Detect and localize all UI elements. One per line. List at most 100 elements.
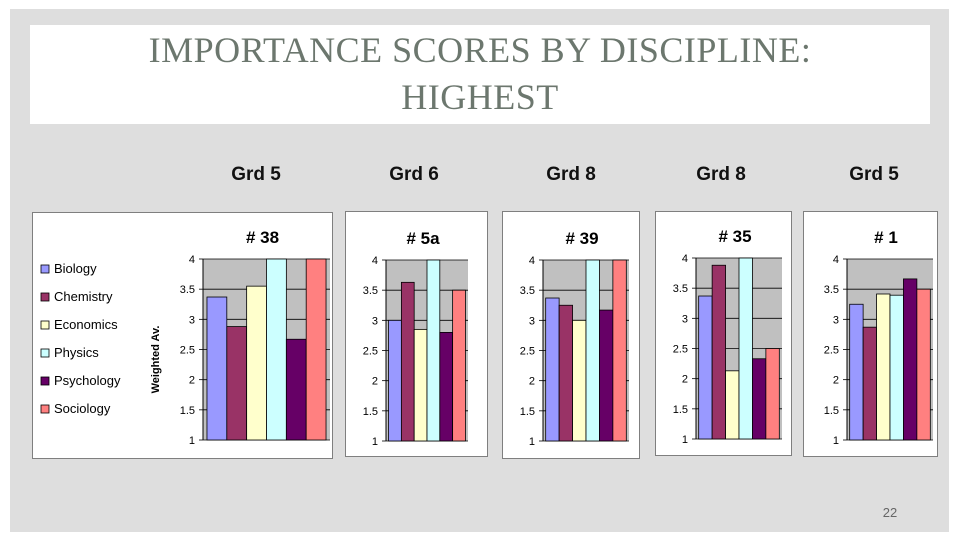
y-tick-label: 3.5: [363, 285, 378, 297]
y-tick-label: 3.5: [520, 285, 535, 297]
y-tick-label: 1: [189, 435, 195, 447]
legend-swatch-biology: [40, 264, 50, 274]
bar-biology: [388, 319, 402, 442]
bar-economics: [876, 293, 891, 441]
y-tick-label: 3: [529, 315, 535, 327]
y-tick-label: 2.5: [520, 346, 535, 358]
y-tick-label: 3: [372, 315, 378, 327]
y-tick-label: 3.5: [180, 284, 195, 296]
bar-chemistry: [711, 264, 726, 440]
grade-label-1: Grd 5: [231, 164, 281, 185]
chart-svg: 1 1.5 2 2.5 3 3.5 4 # 38 Weighted Av. Biology Chem…: [36, 228, 330, 447]
chart-title: # 1: [874, 228, 898, 247]
y-tick-label: 4: [189, 254, 195, 266]
bar-chemistry: [400, 281, 415, 442]
y-tick-label: 1: [833, 435, 839, 447]
bar-sociology: [305, 258, 327, 441]
chart-title: # 38: [246, 228, 279, 247]
legend-swatch-sociology: [40, 404, 50, 414]
y-tick-label: 2: [682, 374, 688, 386]
bar-biology: [545, 297, 560, 442]
bar-chemistry: [862, 326, 877, 441]
y-tick-label: 4: [529, 255, 535, 267]
chart-svg: 1 1.5 2 2.5 3 3.5 4 # 35: [673, 227, 782, 446]
chart-38: 1 1.5 2 2.5 3 3.5 4 # 38 Weighted Av. Biology Chem…: [32, 212, 333, 459]
legend-label-biology: Biology: [54, 261, 97, 276]
bar-biology: [849, 303, 864, 441]
bar-sociology: [452, 289, 466, 442]
bar-sociology: [916, 288, 931, 441]
grade-label-3: Grd 8: [546, 164, 596, 185]
bar-physics: [585, 259, 600, 442]
bar-psychology: [599, 309, 614, 442]
grade-label-4: Grd 8: [696, 164, 746, 185]
y-tick-label: 1.5: [180, 405, 195, 417]
legend-label-sociology: Sociology: [54, 401, 111, 416]
y-tick-label: 2: [372, 376, 378, 388]
grade-label-2: Grd 6: [389, 164, 439, 185]
y-tick-label: 2.5: [824, 345, 839, 357]
y-tick-label: 3.5: [673, 283, 688, 295]
y-tick-label: 4: [682, 253, 688, 265]
y-tick-label: 2.5: [180, 345, 195, 357]
bar-biology: [206, 296, 228, 441]
legend-swatch-economics: [40, 320, 50, 330]
legend: [36, 255, 142, 425]
y-tick-label: 3: [682, 313, 688, 325]
bar-economics: [572, 319, 587, 442]
y-tick-label: 2.5: [673, 344, 688, 356]
chart-5a: 1 1.5 2 2.5 3 3.5 4 # 5a: [345, 211, 488, 457]
y-tick-label: 1: [682, 434, 688, 446]
bar-physics: [426, 259, 441, 442]
y-tick-label: 2: [189, 375, 195, 387]
bar-economics: [725, 370, 740, 440]
legend-label-chemistry: Chemistry: [54, 289, 113, 304]
bar-psychology: [439, 332, 454, 442]
bar-psychology: [752, 358, 767, 440]
bar-chemistry: [558, 304, 573, 442]
y-tick-label: 2: [529, 376, 535, 388]
chart-1: 1 1.5 2 2.5 3 3.5 4 # 1: [803, 211, 938, 457]
legend-swatch-chemistry: [40, 292, 50, 302]
y-tick-label: 1.5: [824, 405, 839, 417]
bar-physics: [266, 258, 287, 441]
chart-title: # 39: [565, 229, 598, 248]
chart-svg: 1 1.5 2 2.5 3 3.5 4 # 1: [824, 228, 933, 447]
y-tick-label: 4: [833, 254, 839, 266]
y-tick-label: 1: [372, 436, 378, 448]
bar-psychology: [903, 278, 918, 441]
bar-chemistry: [226, 326, 248, 441]
title-line-2: Highest: [401, 77, 559, 117]
grade-label-5: Grd 5: [849, 164, 899, 185]
y-tick-label: 2: [833, 375, 839, 387]
chart-39: 1 1.5 2 2.5 3 3.5 4 # 39: [502, 211, 640, 459]
y-tick-label: 1.5: [520, 406, 535, 418]
bar-physics: [889, 294, 904, 441]
page-number: 22: [882, 505, 898, 520]
y-tick-label: 3: [189, 314, 195, 326]
y-tick-label: 1.5: [363, 406, 378, 418]
y-tick-label: 1.5: [673, 404, 688, 416]
y-tick-label: 3.5: [824, 284, 839, 296]
y-tick-label: 2.5: [363, 346, 378, 358]
y-tick-label: 3: [833, 314, 839, 326]
legend-label-physics: Physics: [54, 345, 99, 360]
y-tick-label: 1: [529, 436, 535, 448]
legend-label-economics: Economics: [54, 317, 118, 332]
slide-title: Importance Scores by Discipline: Highest: [30, 27, 930, 121]
chart-35: 1 1.5 2 2.5 3 3.5 4 # 35: [655, 211, 792, 456]
title-box: Importance Scores by Discipline: Highest: [30, 25, 930, 124]
bar-sociology: [765, 348, 780, 440]
chart-title: # 5a: [406, 229, 440, 248]
bar-psychology: [285, 338, 307, 441]
chart-svg: 1 1.5 2 2.5 3 3.5 4 # 39: [520, 229, 629, 448]
bar-economics: [246, 285, 267, 441]
bar-sociology: [612, 259, 627, 442]
bar-physics: [738, 257, 753, 440]
bar-economics: [413, 328, 428, 442]
chart-title: # 35: [718, 227, 751, 246]
legend-swatch-physics: [40, 348, 50, 358]
y-axis-label: Weighted Av.: [150, 326, 162, 394]
chart-svg: 1 1.5 2 2.5 3 3.5 4 # 5a: [363, 229, 468, 448]
bar-biology: [698, 295, 713, 440]
